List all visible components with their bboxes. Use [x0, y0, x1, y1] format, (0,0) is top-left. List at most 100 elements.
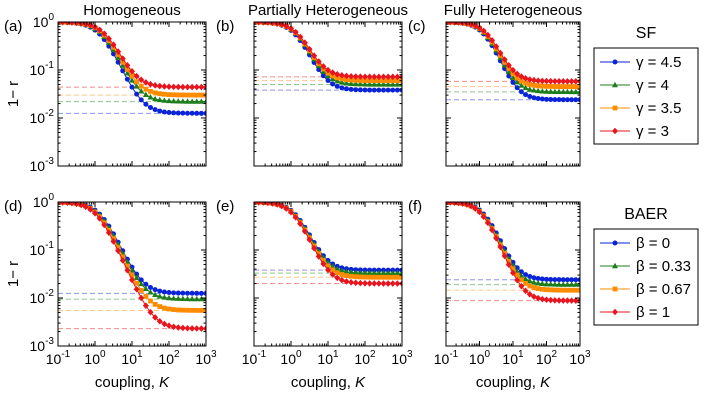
data-point — [539, 295, 546, 303]
data-point — [348, 73, 355, 80]
data-point — [551, 77, 558, 85]
data-point — [371, 87, 377, 93]
data-point — [115, 48, 122, 55]
data-point — [510, 266, 516, 272]
data-point — [189, 295, 196, 302]
data-point — [353, 77, 359, 83]
data-point — [180, 307, 186, 313]
data-point — [185, 110, 190, 116]
data-point — [572, 281, 579, 287]
data-point — [156, 293, 163, 299]
data-point — [171, 92, 177, 98]
data-point — [518, 277, 524, 283]
data-point — [143, 281, 149, 287]
data-point — [189, 290, 195, 296]
data-point — [353, 87, 359, 93]
data-point — [523, 92, 529, 98]
data-point — [180, 290, 186, 296]
data-point — [166, 290, 172, 296]
data-point — [59, 22, 66, 26]
data-point — [381, 87, 386, 93]
data-point — [179, 83, 186, 91]
data-point — [362, 73, 368, 81]
data-point — [301, 39, 308, 47]
data-point — [489, 37, 496, 44]
data-point — [573, 287, 579, 293]
data-point — [193, 83, 200, 91]
data-point — [468, 202, 475, 210]
data-point — [78, 202, 85, 209]
data-point — [175, 295, 182, 301]
x-tick-label: 102 — [354, 349, 376, 367]
data-point — [348, 273, 354, 279]
data-point — [535, 77, 542, 84]
data-point — [381, 78, 386, 84]
data-point — [523, 281, 528, 286]
data-point — [134, 79, 140, 85]
data-point — [556, 277, 562, 283]
data-point — [552, 97, 558, 103]
data-point — [269, 22, 276, 27]
data-point — [539, 96, 545, 102]
data-point — [124, 266, 131, 274]
data-point — [320, 258, 326, 263]
data-point — [170, 323, 177, 331]
data-point — [152, 301, 158, 307]
data-point — [543, 280, 550, 287]
data-point — [315, 253, 322, 260]
data-point — [175, 83, 182, 91]
data-point — [161, 97, 168, 103]
data-point — [569, 97, 575, 103]
series-line — [446, 202, 580, 291]
axes-box — [253, 21, 403, 167]
data-point — [362, 274, 368, 280]
data-point — [198, 110, 204, 116]
data-point — [166, 110, 172, 116]
data-point — [569, 84, 575, 90]
data-point — [343, 72, 350, 80]
data-point — [325, 263, 331, 269]
panel-label: (d) — [4, 198, 22, 215]
data-point — [514, 75, 520, 81]
data-point — [390, 274, 396, 280]
data-point — [119, 55, 126, 62]
data-point — [148, 89, 153, 94]
data-point — [526, 277, 533, 284]
data-point — [366, 280, 373, 287]
data-point — [325, 72, 331, 79]
data-point — [556, 84, 562, 89]
data-point — [399, 81, 402, 87]
data-point — [539, 77, 546, 85]
panel-b: Partially Heterogeneous (b) — [216, 2, 408, 167]
data-point — [311, 52, 318, 59]
data-point — [87, 206, 94, 213]
data-point — [59, 202, 66, 206]
data-point — [68, 202, 75, 207]
data-point — [385, 81, 392, 87]
series-line — [58, 22, 206, 96]
panel-title: Partially Heterogeneous — [248, 2, 408, 19]
data-point — [171, 307, 177, 312]
data-point — [518, 82, 525, 88]
data-point — [459, 202, 466, 207]
data-point — [375, 269, 382, 276]
data-point — [124, 263, 130, 269]
data-point — [526, 290, 533, 298]
data-point — [385, 73, 392, 81]
data-point — [329, 263, 336, 269]
data-point — [357, 87, 363, 93]
data-point — [115, 247, 122, 255]
data-point — [152, 291, 159, 298]
data-point — [330, 81, 336, 87]
data-point — [399, 73, 402, 81]
data-point — [138, 97, 144, 103]
panel-title: Fully Heterogeneous — [444, 2, 582, 19]
data-point — [198, 325, 205, 332]
data-point — [518, 89, 524, 95]
legend-swatch-marker — [612, 105, 618, 111]
panel-label: (a) — [4, 18, 22, 35]
data-point — [329, 69, 336, 76]
data-point — [138, 76, 145, 84]
data-point — [338, 276, 345, 284]
